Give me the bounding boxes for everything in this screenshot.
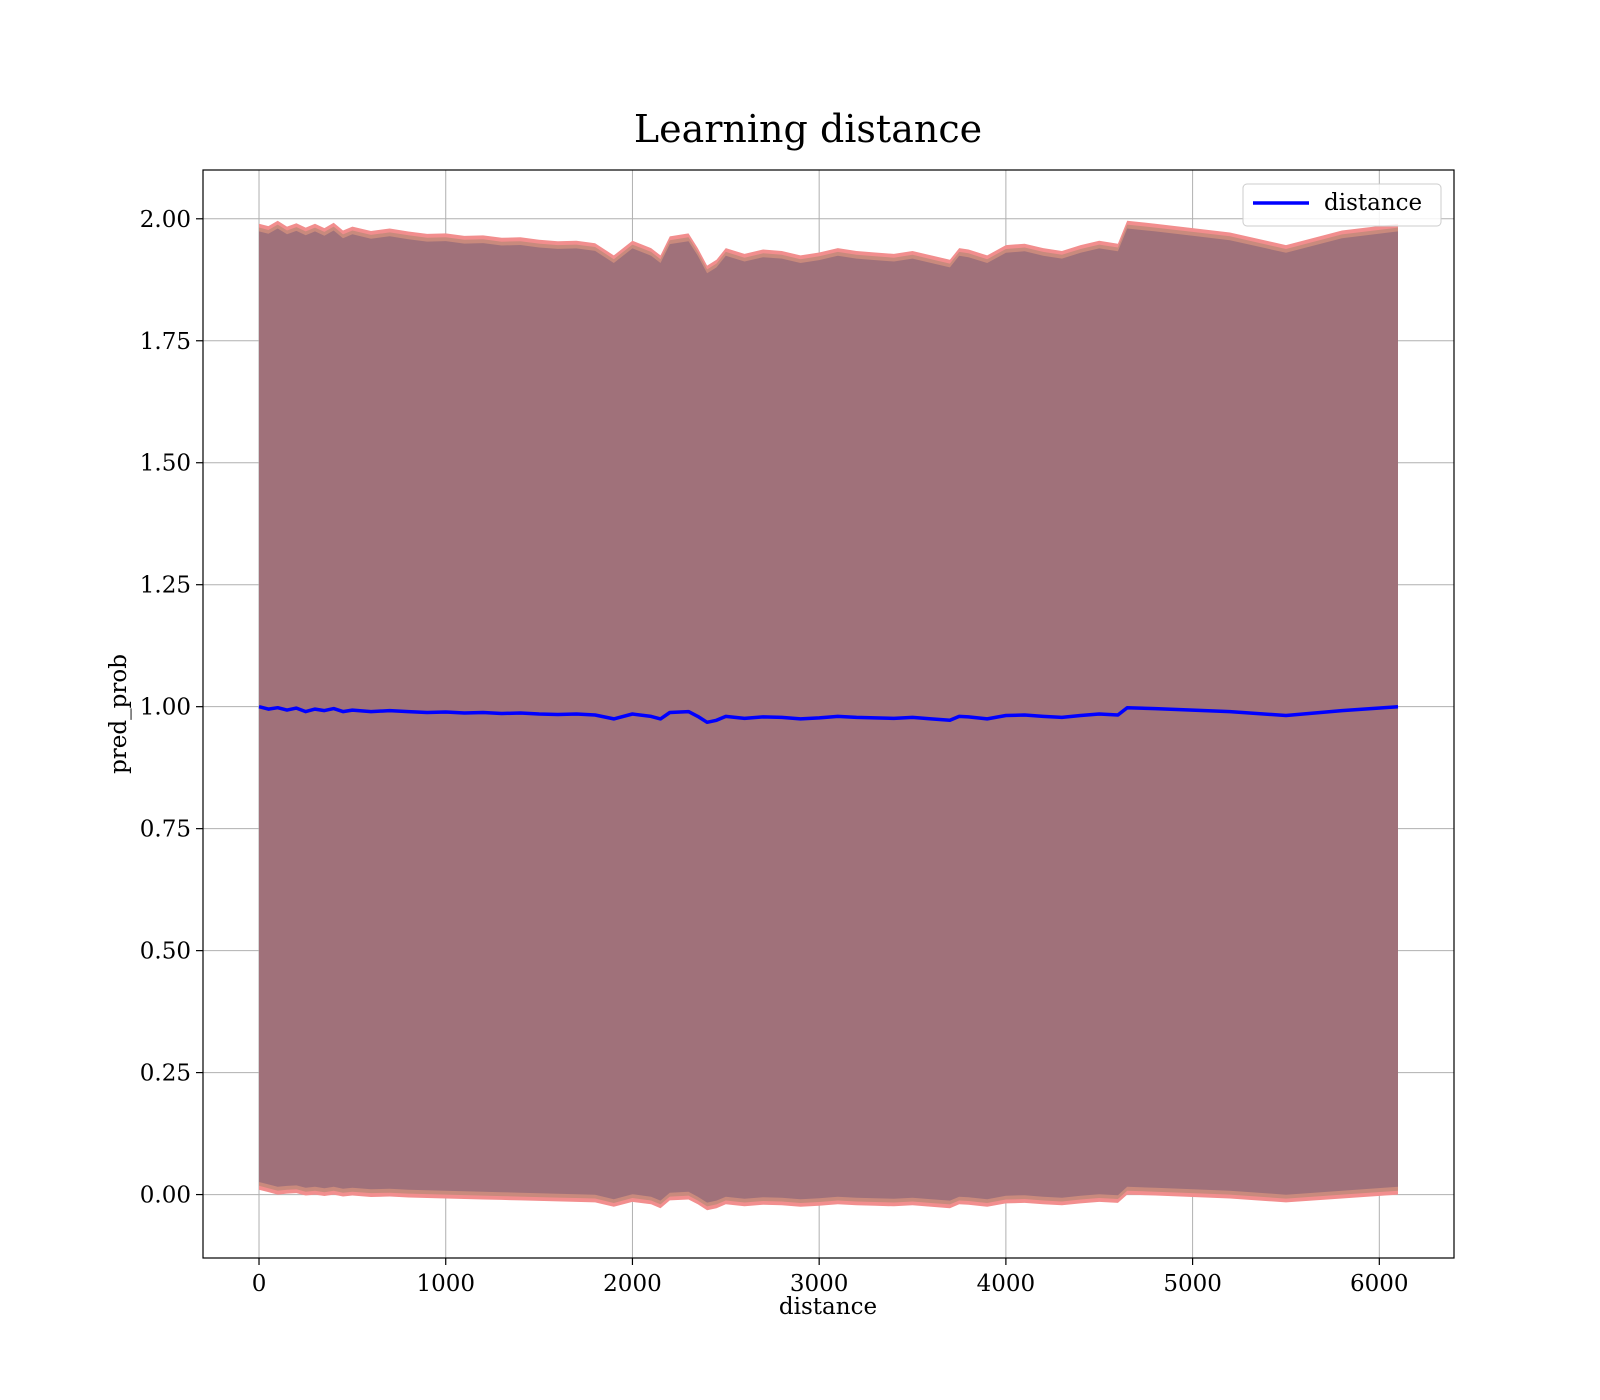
y-tick-label: 1.50	[140, 451, 191, 477]
y-tick-label: 0.25	[140, 1061, 191, 1087]
x-tick-label: 6000	[1350, 1271, 1409, 1297]
chart-title: Learning distance	[634, 107, 982, 151]
legend: distance	[1242, 183, 1442, 227]
y-tick-label: 2.00	[140, 207, 191, 233]
x-tick-label: 3000	[790, 1271, 849, 1297]
legend-box	[1242, 183, 1442, 227]
y-axis-ticks: 0.00 0.25 0.50 0.75 1.00 1.25 1.50 1.75 2.00	[140, 207, 203, 1209]
x-tick-label: 1000	[416, 1271, 475, 1297]
y-tick-label: 0.75	[140, 817, 191, 843]
y-tick-label: 0.50	[140, 939, 191, 965]
series-line-distance	[258, 704, 1399, 725]
x-tick-label: 5000	[1163, 1271, 1222, 1297]
x-axis-label: distance	[779, 1294, 877, 1320]
y-tick-label: 0.00	[140, 1183, 191, 1209]
data-lines	[258, 704, 1399, 725]
y-axis-label: pred_prob	[106, 654, 132, 774]
x-axis-ticks: 0 1000 2000 3000 4000 5000 6000	[252, 1258, 1409, 1297]
y-tick-label: 1.00	[140, 695, 191, 721]
plot-area-frame	[202, 169, 1455, 1259]
x-tick-label: 0	[252, 1271, 267, 1297]
y-tick-label: 1.25	[140, 573, 191, 599]
x-tick-label: 2000	[603, 1271, 662, 1297]
confidence-bands	[259, 220, 1398, 1211]
x-tick-label: 4000	[977, 1271, 1036, 1297]
y-tick-label: 1.75	[140, 329, 191, 355]
legend-label-distance: distance	[1324, 190, 1422, 216]
